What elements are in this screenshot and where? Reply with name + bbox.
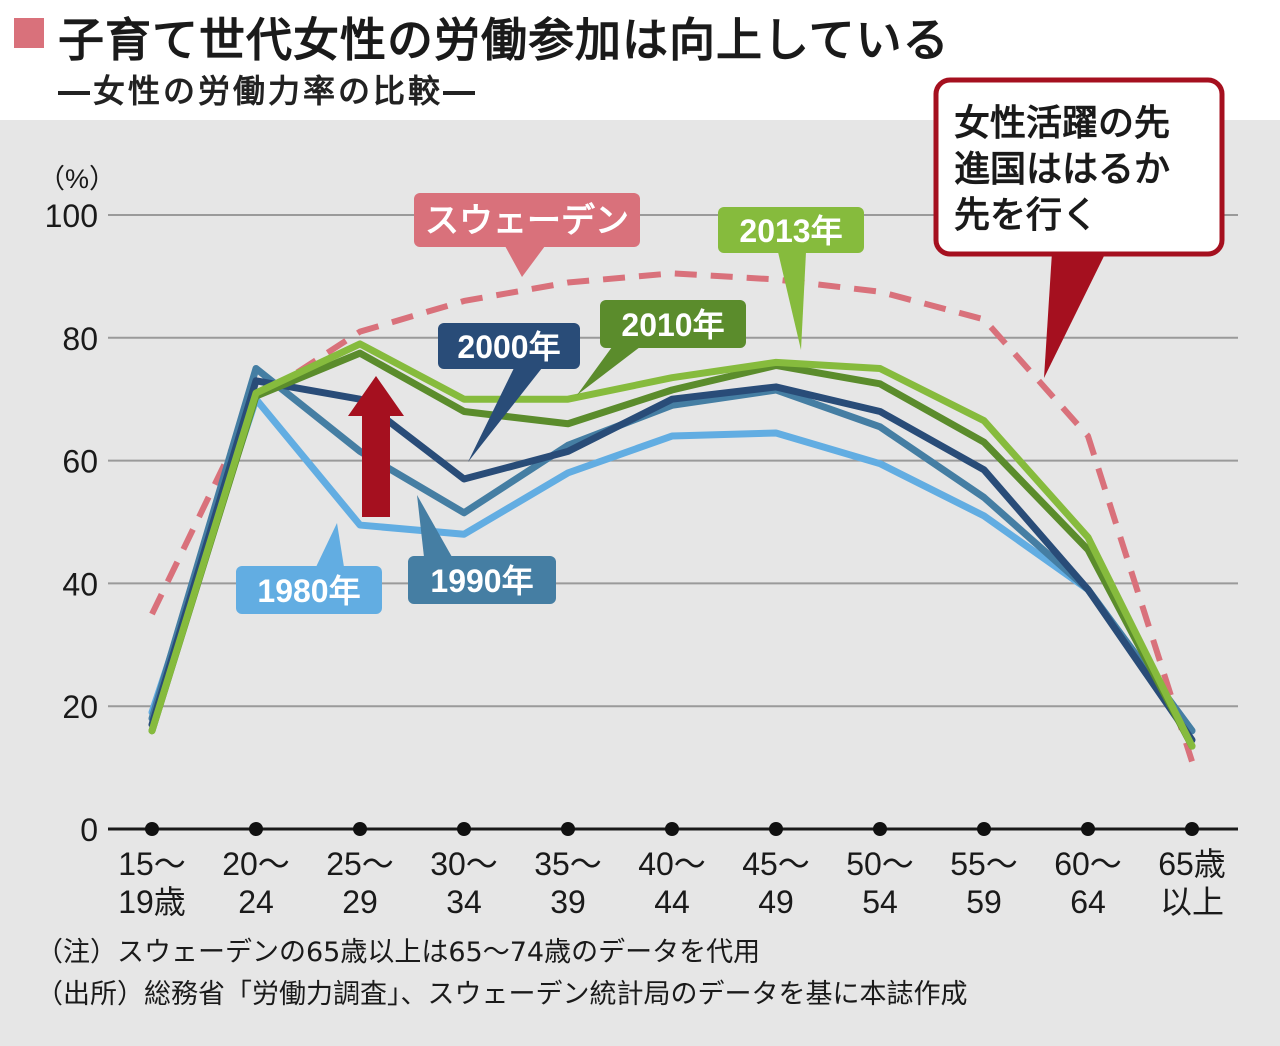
chart-title: 子育て世代女性の労働参加は向上している [58,13,950,67]
note-caveat: （注）スウェーデンの65歳以上は65～74歳のデータを代用 [36,937,761,968]
y-tick-label: 80 [62,321,98,357]
series-label-pointer [468,368,542,462]
x-tick-label: 15～ [118,846,186,882]
x-tick-label: 39 [550,884,586,920]
x-tick-label: 55～ [950,846,1018,882]
series-label-box [438,323,580,369]
series-label-text: 2000年 [457,329,560,365]
x-tick-label: 34 [446,884,482,920]
x-tick-label: 35～ [534,846,602,882]
title-marker [14,18,44,48]
y-tick-label: 100 [45,198,98,234]
x-axis-dot [1081,822,1095,836]
x-tick-label: 54 [862,884,898,920]
x-tick-label: 65歳 [1158,846,1226,882]
x-tick-label: 64 [1070,884,1106,920]
y-tick-label: 60 [62,444,98,480]
x-tick-label: 以上 [1160,884,1224,920]
callout-box [933,77,1225,257]
series-label-text: 1990年 [430,563,533,599]
series-label-box [408,556,556,604]
series-label-box [600,300,746,348]
up-arrow-shape [348,376,404,517]
header: 子育て世代女性の労働参加は向上している ―女性の労働力率の比較― [0,0,1280,120]
callout-pointer [1044,252,1106,378]
series-label-y1980: 1980年 [236,523,382,614]
callout-text: 女性活躍の先 [954,102,1170,143]
x-axis-dot [1185,822,1199,836]
x-tick-label: 60～ [1054,846,1122,882]
x-tick-label: 19歳 [118,884,186,920]
series-line-sweden [149,270,1195,763]
x-axis-dot [353,822,367,836]
y-tick-label: 20 [62,689,98,725]
series-label-box [718,207,864,253]
series-line-y2000 [148,377,1196,744]
series-label-pointer [577,347,640,395]
chart-subtitle: ―女性の労働力率の比較― [58,72,479,110]
series-label-pointer [316,523,344,567]
callout-text: 進国ははるか [954,148,1170,189]
series-label-y2010: 2010年 [577,300,746,395]
x-tick-label: 44 [654,884,690,920]
series-label-text: 2013年 [739,213,842,249]
series-label-text: スウェーデン [425,201,629,240]
x-tick-label: 25～ [326,846,394,882]
x-axis-dot [145,822,159,836]
x-axis-dot [977,822,991,836]
series-line-y2013 [148,340,1196,750]
series-label-text: 2010年 [621,307,724,343]
series-label-sweden: スウェーデン [414,193,640,277]
series-label-box [414,193,640,247]
series-label-y2000: 2000年 [438,323,580,462]
callout-text: 先を行く [954,194,1098,235]
x-axis-dot [873,822,887,836]
series-label-pointer [505,246,545,277]
x-tick-label: 49 [758,884,794,920]
x-axis-dot [665,822,679,836]
up-arrow [348,376,404,517]
x-tick-label: 30～ [430,846,498,882]
series-line-y2010 [148,349,1196,750]
series-line-y1990 [148,365,1196,735]
series-label-y2013: 2013年 [718,207,864,350]
series-label-y1990: 1990年 [408,495,556,604]
series-label-pointer [417,495,452,557]
y-tick-label: 40 [62,566,98,602]
x-axis-dot [249,822,263,836]
x-axis-dot [457,822,471,836]
x-tick-label: 40～ [638,846,706,882]
x-tick-label: 59 [966,884,1002,920]
x-axis-dot [769,822,783,836]
x-tick-label: 24 [238,884,274,920]
x-tick-label: 45～ [742,846,810,882]
series-line-y1980 [148,395,1196,735]
series-label-box [236,566,382,614]
x-tick-label: 20～ [222,846,290,882]
x-tick-label: 29 [342,884,378,920]
series-label-pointer [778,252,806,350]
x-tick-label: 50～ [846,846,914,882]
series-label-text: 1980年 [257,573,360,609]
y-axis-label: （%） [38,164,116,194]
note-source: （出所）総務省「労働力調査」、スウェーデン統計局のデータを基に本誌作成 [36,979,968,1010]
y-tick-label: 0 [80,812,98,848]
x-axis-dot [561,822,575,836]
